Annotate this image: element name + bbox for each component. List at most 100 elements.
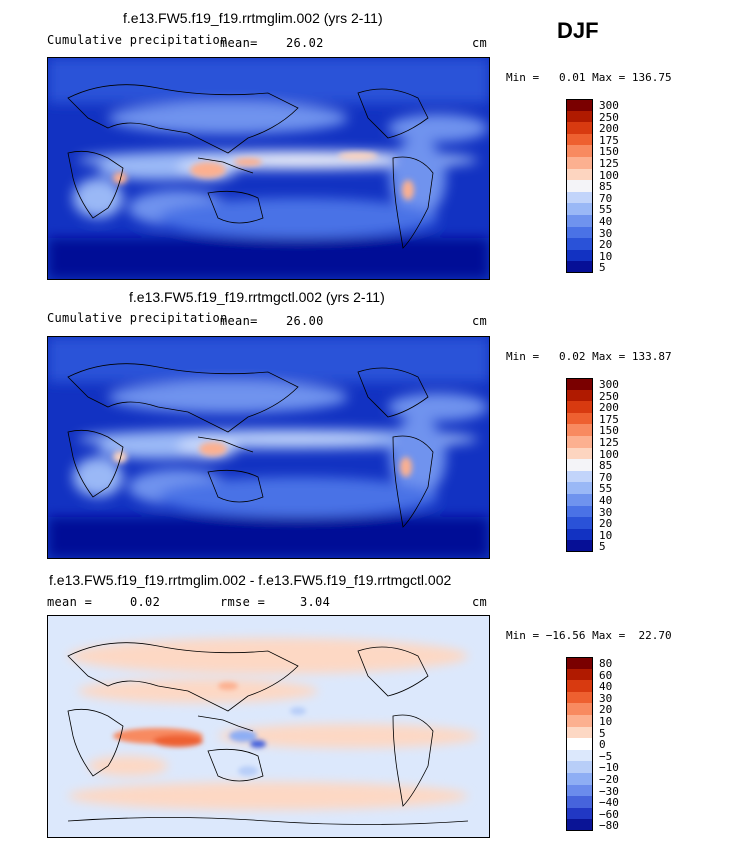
panel-3-map	[47, 615, 490, 838]
colorbar-swatch	[566, 494, 593, 507]
colorbar-swatch	[566, 807, 593, 820]
colorbar-swatch	[566, 99, 593, 112]
panel-3-units: cm	[472, 595, 488, 609]
colorbar-level-label: 30	[599, 505, 613, 519]
colorbar-level-label: −40	[599, 796, 619, 810]
colorbar-level-label: 200	[599, 401, 619, 415]
panel-1-mean-value: 26.02	[286, 36, 324, 50]
panel-2-variable-label: Cumulative precipitation	[47, 311, 228, 325]
colorbar-swatch	[566, 482, 593, 495]
colorbar-swatch	[566, 726, 593, 739]
colorbar-swatch	[566, 168, 593, 181]
colorbar-level-label: 40	[599, 494, 613, 507]
panel-2-map	[47, 336, 490, 559]
colorbar-level-label: −60	[599, 807, 619, 821]
panel-1-title: f.e13.FW5.f19_f19.rrtmglim.002 (yrs 2-11…	[123, 10, 383, 26]
colorbar-level-label: 10	[599, 715, 613, 728]
colorbar-level-label: 10	[599, 249, 613, 263]
colorbar-swatch	[566, 528, 593, 541]
panel-1-map	[47, 57, 490, 280]
colorbar-level-label: 80	[599, 657, 613, 670]
colorbar-level-label: −30	[599, 784, 619, 798]
panel-3-min-label: Min =	[506, 629, 540, 642]
colorbar-level-label: 250	[599, 110, 619, 124]
colorbar-level-label: 20	[599, 517, 613, 531]
panel-3-rmse-value: 3.04	[300, 595, 331, 609]
panel-1-map-canvas	[48, 58, 489, 279]
panel-3-max-label: Max =	[592, 629, 626, 642]
colorbar-swatch	[566, 401, 593, 414]
colorbar-swatch	[566, 180, 593, 193]
colorbar-swatch	[566, 378, 593, 391]
panel-2-title: f.e13.FW5.f19_f19.rrtmgctl.002 (yrs 2-11…	[129, 289, 385, 305]
panel-1-min-value: 0.01	[559, 71, 586, 84]
colorbar-swatch	[566, 424, 593, 437]
colorbar-level-label: 40	[599, 215, 613, 228]
colorbar-swatch	[566, 784, 593, 797]
colorbar-swatch	[566, 470, 593, 483]
colorbar-level-label: 100	[599, 447, 619, 461]
colorbar-level-label: 70	[599, 191, 613, 205]
panel-3-title: f.e13.FW5.f19_f19.rrtmglim.002 - f.e13.F…	[49, 572, 452, 588]
colorbar-level-label: 175	[599, 133, 619, 147]
colorbar-level-label: 10	[599, 528, 613, 542]
colorbar-swatch	[566, 110, 593, 123]
colorbar-level-label: 30	[599, 691, 613, 705]
colorbar-swatch	[566, 238, 593, 251]
panel-2-min-value: 0.02	[559, 350, 586, 363]
colorbar-level-label: −20	[599, 773, 619, 786]
panel-1-max-value: 136.75	[631, 71, 672, 84]
colorbar-swatch	[566, 145, 593, 158]
colorbar-level-label: 40	[599, 680, 613, 694]
colorbar-level-label: 5	[599, 540, 606, 554]
colorbar-swatch	[566, 773, 593, 786]
colorbar-level-label: 250	[599, 389, 619, 403]
panel-1-units: cm	[472, 36, 488, 50]
panel-2-max-value: 133.87	[631, 350, 672, 363]
colorbar-level-label: −80	[599, 819, 619, 833]
colorbar-level-label: 5	[599, 726, 606, 740]
colorbar-level-label: 125	[599, 157, 619, 170]
panel-1-max-label: Max =	[592, 71, 626, 84]
colorbar-swatch	[566, 505, 593, 518]
panel-3-map-canvas	[48, 616, 489, 837]
colorbar-swatch	[566, 691, 593, 704]
colorbar-level-label: 200	[599, 122, 619, 136]
colorbar-swatch	[566, 412, 593, 425]
colorbar-level-label: 70	[599, 470, 613, 484]
panel-3-max-value: 22.70	[638, 629, 672, 642]
colorbar-level-label: 150	[599, 145, 619, 159]
colorbar-swatch	[566, 203, 593, 216]
colorbar-level-label: 5	[599, 261, 606, 275]
colorbar-level-label: 85	[599, 180, 613, 194]
colorbar-swatch	[566, 680, 593, 693]
panel-3-minmax: Min = −16.56 Max = 22.70	[506, 629, 672, 642]
colorbar-level-label: 100	[599, 168, 619, 182]
colorbar-swatch	[566, 819, 593, 832]
colorbar-swatch	[566, 796, 593, 809]
colorbar-level-label: −10	[599, 761, 619, 775]
panel-1-min-label: Min =	[506, 71, 540, 84]
colorbar-level-label: 55	[599, 482, 613, 496]
panel-3-mean-label: mean =	[47, 595, 93, 609]
colorbar-level-label: 0	[599, 738, 606, 752]
colorbar-level-label: 85	[599, 459, 613, 473]
colorbar-swatch	[566, 657, 593, 670]
colorbar-level-label: −5	[599, 749, 613, 763]
colorbar-level-label: 150	[599, 424, 619, 438]
colorbar-level-label: 20	[599, 703, 613, 717]
panel-2-colorbar: 300 250 200 175 150 125 100 85 70 55 40 30 20 10 5	[566, 378, 636, 554]
panel-3-rmse-label: rmse =	[220, 595, 266, 609]
colorbar-swatch	[566, 459, 593, 472]
colorbar-level-label: 55	[599, 203, 613, 217]
colorbar-level-label: 20	[599, 238, 613, 252]
colorbar-swatch	[566, 249, 593, 262]
colorbar-swatch	[566, 517, 593, 530]
colorbar-level-label: 60	[599, 668, 613, 682]
colorbar-swatch	[566, 738, 593, 751]
colorbar-level-label: 300	[599, 99, 619, 112]
colorbar-swatch	[566, 133, 593, 146]
colorbar-swatch	[566, 447, 593, 460]
colorbar-level-label: 300	[599, 378, 619, 391]
season-label: DJF	[557, 18, 599, 43]
